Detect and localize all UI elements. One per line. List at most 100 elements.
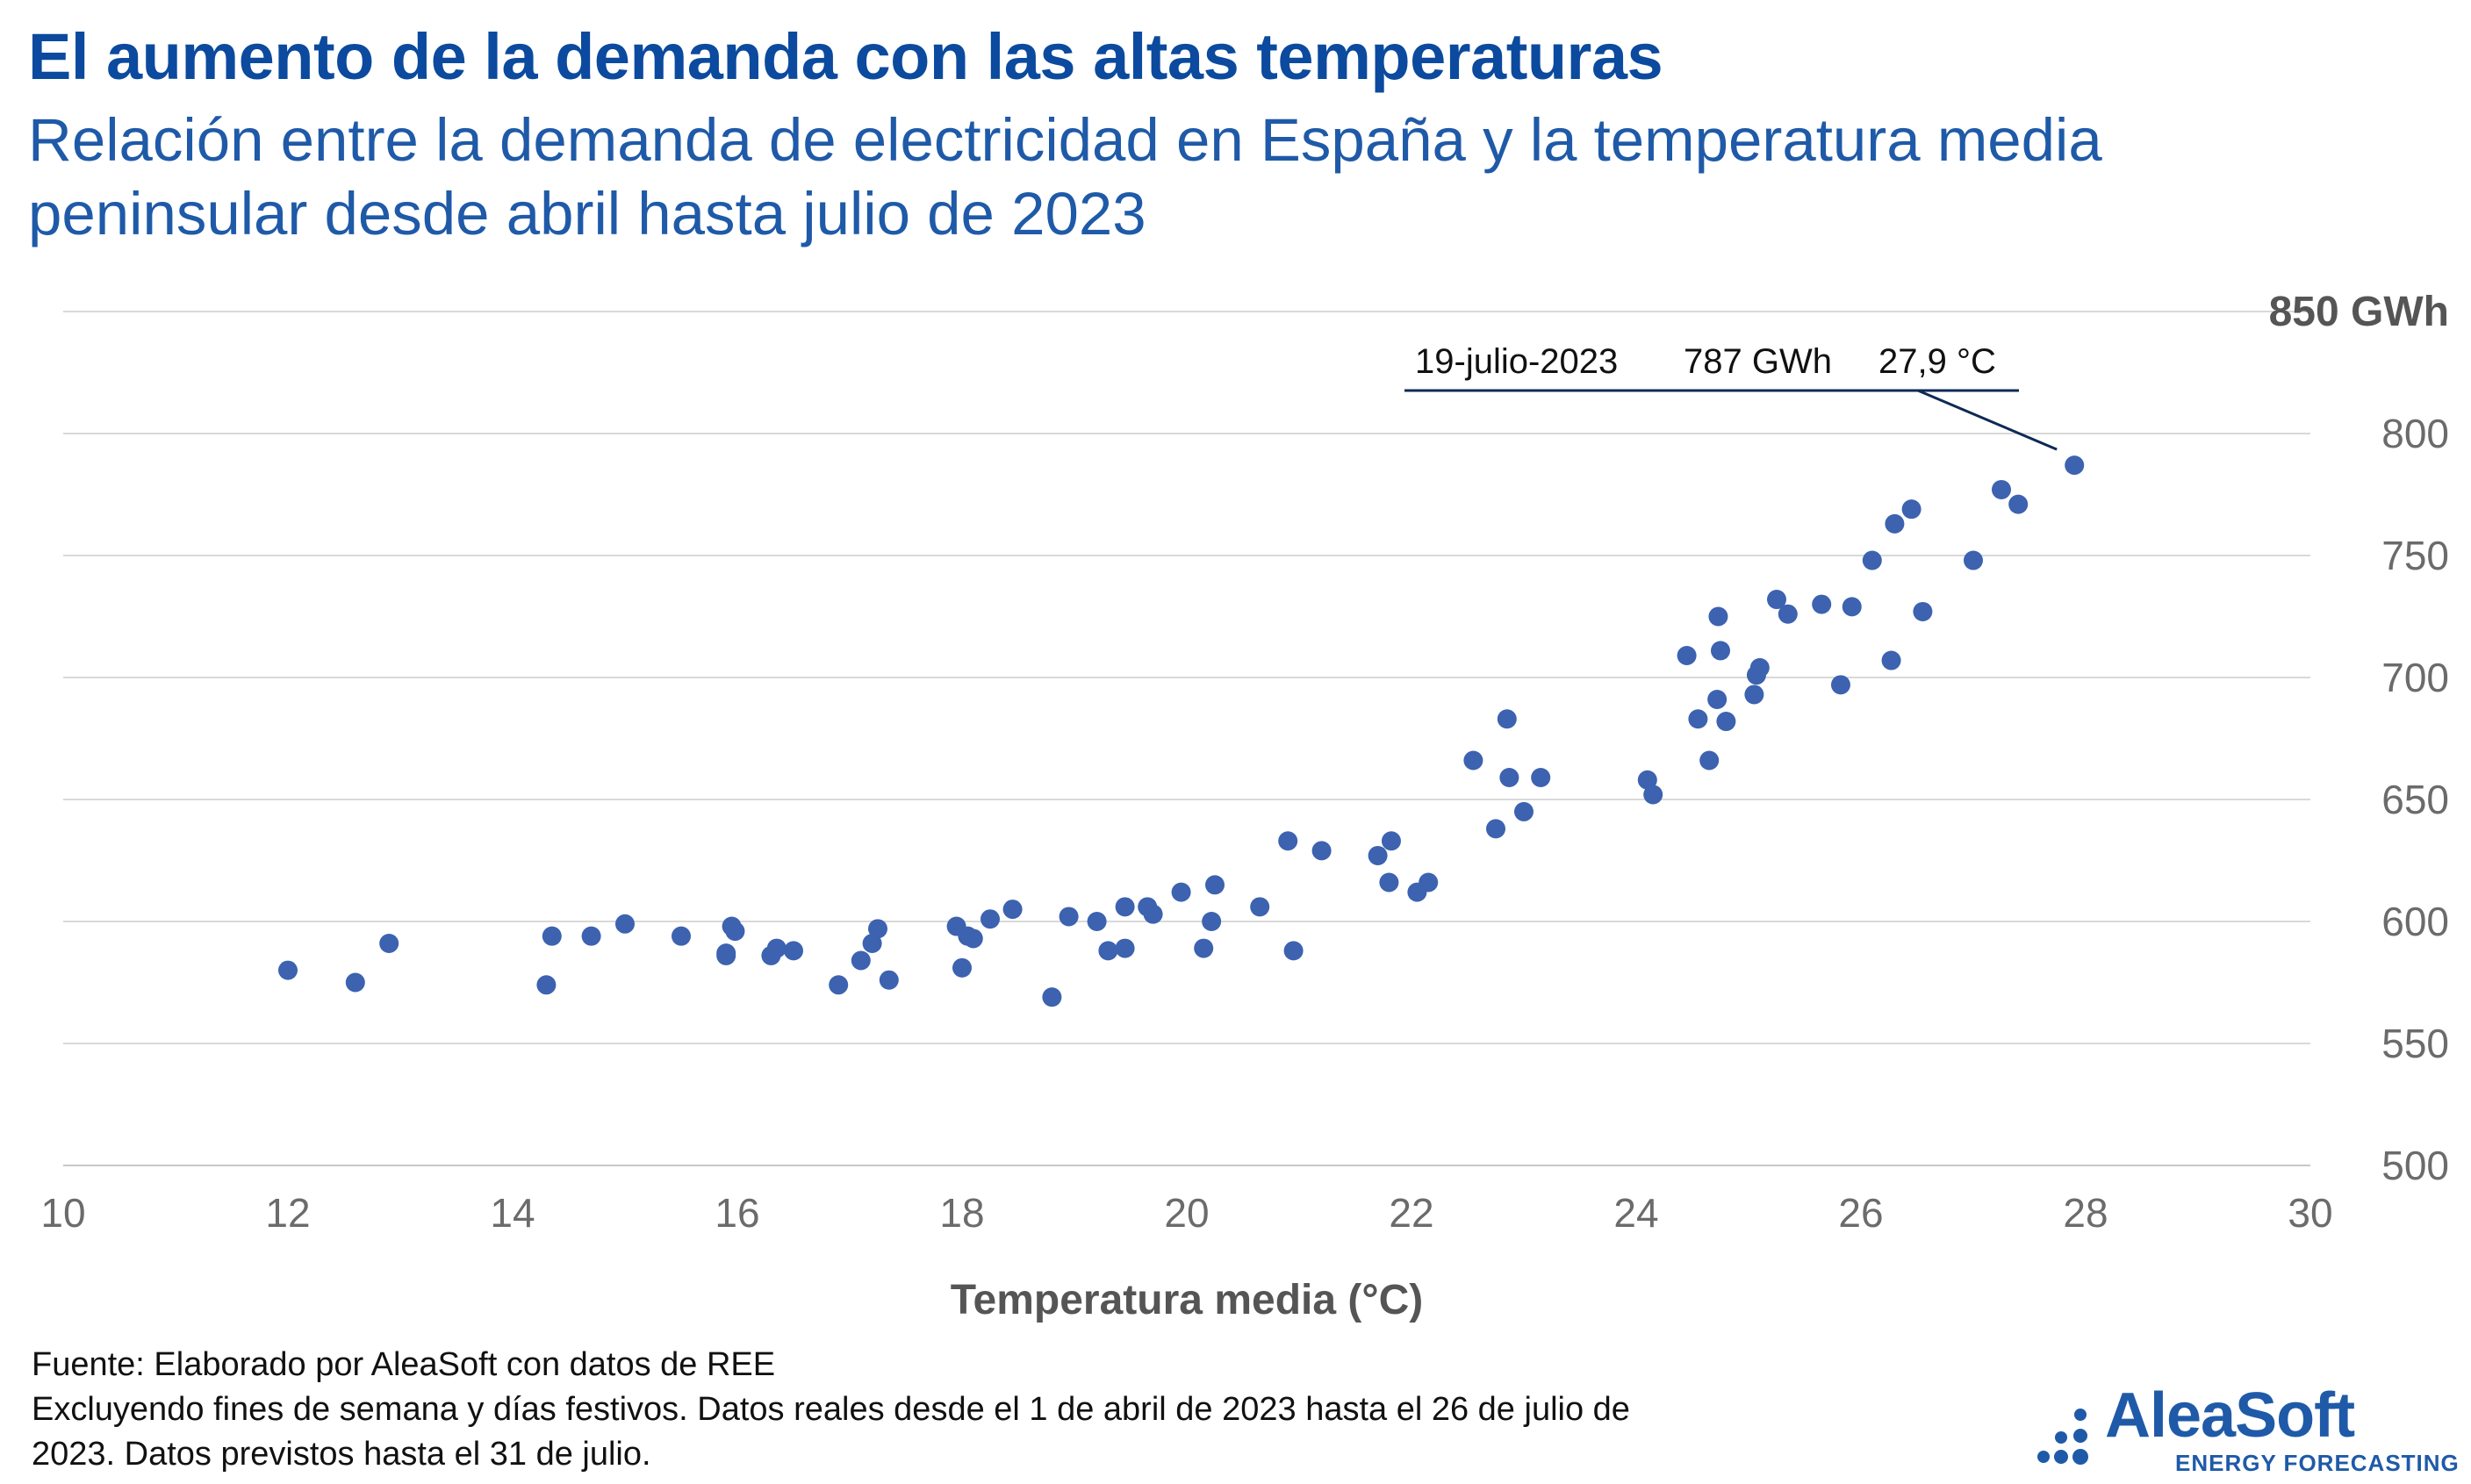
y-tick-labels: 500 550 600 650 700 750 800 850 GWh: [2269, 289, 2449, 1188]
data-point: [1311, 841, 1332, 861]
x-axis-label: Temperatura media (°C): [951, 1277, 1423, 1323]
y-tick-label: 650: [2381, 777, 2449, 822]
y-tick-label: 700: [2381, 655, 2449, 700]
y-tick-label: 800: [2381, 411, 2449, 456]
data-point: [1278, 831, 1298, 851]
data-point: [1531, 767, 1551, 787]
data-point: [1643, 785, 1663, 805]
data-point: [1913, 601, 1933, 621]
data-point: [1716, 712, 1736, 732]
data-point: [1143, 904, 1163, 924]
data-point: [1379, 872, 1399, 893]
chart-subtitle: Relación entre la demanda de electricida…: [28, 106, 2102, 247]
x-tick-label: 14: [490, 1190, 535, 1236]
data-points: [278, 455, 2085, 1007]
footer-note: Excluyendo fines de semana y días festiv…: [32, 1391, 1630, 1473]
data-point: [766, 938, 787, 958]
data-point: [1514, 801, 1534, 821]
x-tick-label: 16: [715, 1190, 759, 1236]
data-point: [615, 914, 635, 934]
data-point: [1059, 907, 1079, 927]
data-point: [672, 926, 691, 946]
data-point: [725, 921, 745, 942]
x-tick-label: 22: [1389, 1190, 1433, 1236]
data-point: [1463, 750, 1483, 771]
data-point: [1250, 897, 1270, 917]
annotation-leader-line: [1917, 389, 2058, 451]
data-point: [1862, 550, 1882, 570]
annotation-value: 787 GWh: [1684, 342, 1832, 381]
data-point: [1744, 685, 1764, 705]
annotation: 19-julio-2023 787 GWh 27,9 °C: [1404, 342, 2058, 451]
data-point: [1688, 709, 1708, 729]
x-tick-label: 20: [1164, 1190, 1209, 1236]
data-point: [1368, 845, 1388, 865]
data-point: [829, 975, 849, 995]
y-tick-label: 550: [2381, 1021, 2449, 1066]
y-tick-label: 600: [2381, 899, 2449, 944]
data-point: [1749, 657, 1770, 677]
x-tick-label: 12: [265, 1190, 310, 1236]
data-point: [1707, 690, 1728, 710]
annotation-temp: 27,9 °C: [1878, 342, 1996, 381]
data-point: [542, 926, 562, 946]
data-point: [862, 934, 882, 954]
data-point: [1486, 819, 1505, 839]
aleasoft-logo: AleaSoft ENERGY FORECASTING: [2035, 1380, 2459, 1476]
data-point: [1115, 897, 1135, 917]
data-point: [784, 941, 803, 961]
data-point: [1637, 770, 1657, 790]
data-point: [1205, 875, 1225, 895]
logo-dots-icon: [2037, 1409, 2088, 1465]
data-point: [1812, 594, 1832, 614]
x-tick-label: 24: [1613, 1190, 1658, 1236]
data-point: [1381, 831, 1401, 851]
data-point: [2008, 494, 2029, 514]
data-point: [278, 960, 298, 980]
x-tick-label: 30: [2288, 1190, 2332, 1236]
x-tick-label: 10: [40, 1190, 85, 1236]
y-tick-label: 750: [2381, 533, 2449, 578]
data-point: [1964, 550, 1983, 570]
data-point: [1778, 604, 1798, 624]
data-point: [1881, 650, 1901, 670]
annotation-date: 19-julio-2023: [1415, 342, 1618, 381]
x-tick-label: 18: [939, 1190, 984, 1236]
data-point: [1830, 675, 1850, 695]
gridlines: [63, 311, 2310, 1044]
footer-source: Fuente: Elaborado por AleaSoft con datos…: [32, 1346, 776, 1383]
data-point: [581, 926, 601, 946]
data-point: [1098, 941, 1118, 961]
data-point: [1499, 767, 1519, 787]
data-point: [1901, 499, 1921, 520]
data-point: [1767, 590, 1786, 610]
data-point: [1202, 912, 1222, 931]
data-point: [980, 909, 1000, 929]
x-tick-label: 28: [2063, 1190, 2108, 1236]
data-point: [1171, 882, 1191, 902]
data-point: [1711, 641, 1730, 661]
data-point: [1087, 912, 1107, 931]
data-point: [1842, 597, 1862, 617]
data-point: [1283, 941, 1304, 961]
data-point: [1885, 513, 1905, 534]
y-tick-label: 500: [2381, 1143, 2449, 1188]
data-point: [879, 970, 899, 990]
y-tick-label: 850 GWh: [2269, 289, 2449, 335]
footer-notes: Fuente: Elaborado por AleaSoft con datos…: [32, 1343, 1699, 1477]
data-point: [1677, 645, 1697, 665]
data-point: [1042, 987, 1062, 1007]
x-tick-labels: 10 12 14 16 18 20 22 24 26 28 30: [40, 1190, 2332, 1236]
data-point: [1992, 479, 2011, 499]
data-point: [851, 950, 871, 971]
data-point: [963, 928, 983, 949]
data-point: [1002, 900, 1023, 920]
data-point: [2065, 455, 2085, 476]
data-point: [868, 919, 887, 939]
data-point: [345, 972, 365, 993]
data-point: [716, 945, 736, 965]
data-point: [1497, 709, 1517, 729]
data-point: [379, 934, 399, 954]
chart-title: El aumento de la demanda con las altas t…: [28, 20, 1663, 93]
data-point: [952, 957, 972, 978]
